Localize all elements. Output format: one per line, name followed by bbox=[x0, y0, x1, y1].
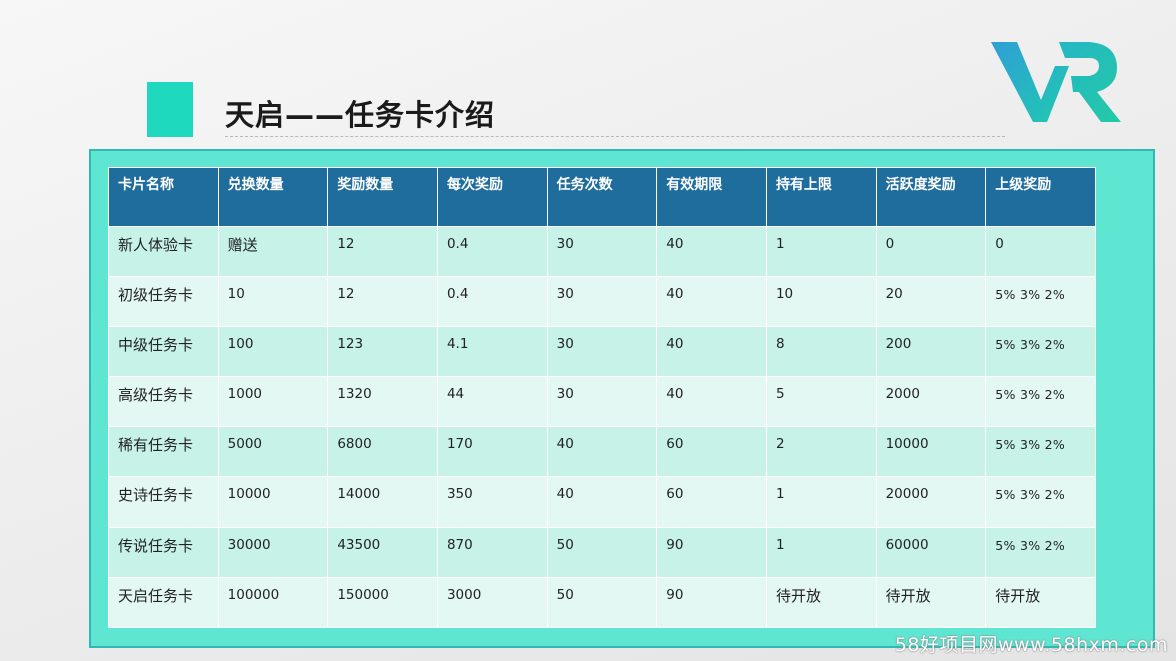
task-count-cell: 40 bbox=[546, 426, 658, 478]
header-hold-limit: 持有上限 bbox=[765, 167, 877, 227]
card-name-cell: 稀有任务卡 bbox=[108, 426, 219, 478]
upline-reward-cell: 5% 3% 2% bbox=[985, 276, 1096, 328]
header-per-reward: 每次奖励 bbox=[436, 167, 548, 227]
reward-qty-cell: 1320 bbox=[327, 376, 438, 428]
upline-reward-cell: 待开放 bbox=[985, 576, 1096, 628]
site-watermark: 58好项目网www.58hxm.com bbox=[894, 634, 1168, 656]
hold-limit-cell: 1 bbox=[765, 476, 877, 528]
upline-reward-cell: 5% 3% 2% bbox=[985, 476, 1096, 528]
exchange-qty-cell: 1000 bbox=[217, 376, 329, 428]
header-card-name: 卡片名称 bbox=[108, 167, 219, 227]
table-row: 新人体验卡 赠送 12 0.4 30 40 1 0 0 bbox=[108, 225, 1096, 278]
task-count-cell: 40 bbox=[546, 476, 658, 528]
vr-logo-icon bbox=[991, 42, 1121, 122]
exchange-qty-cell: 5000 bbox=[217, 426, 329, 478]
exchange-qty-cell: 10 bbox=[217, 276, 329, 328]
hold-limit-cell: 待开放 bbox=[765, 576, 877, 628]
task-card-table: 卡片名称 兑换数量 奖励数量 每次奖励 任务次数 有效期限 持有上限 活跃度奖励… bbox=[108, 167, 1096, 628]
hold-limit-cell: 1 bbox=[765, 225, 877, 278]
validity-cell: 40 bbox=[656, 225, 767, 278]
hold-limit-cell: 8 bbox=[765, 326, 877, 378]
reward-qty-cell: 150000 bbox=[327, 576, 438, 628]
activity-reward-cell: 60000 bbox=[875, 526, 987, 578]
header-activity-reward: 活跃度奖励 bbox=[875, 167, 987, 227]
task-count-cell: 30 bbox=[546, 276, 658, 328]
reward-qty-cell: 14000 bbox=[327, 476, 438, 528]
activity-reward-cell: 0 bbox=[875, 225, 987, 278]
exchange-qty-cell: 10000 bbox=[217, 476, 329, 528]
upline-reward-cell: 5% 3% 2% bbox=[985, 526, 1096, 578]
validity-cell: 60 bbox=[656, 476, 767, 528]
card-name-cell: 高级任务卡 bbox=[108, 376, 219, 428]
activity-reward-cell: 2000 bbox=[875, 376, 987, 428]
header-validity: 有效期限 bbox=[656, 167, 767, 227]
reward-qty-cell: 12 bbox=[327, 276, 438, 328]
table-row: 稀有任务卡 5000 6800 170 40 60 2 10000 5% 3% … bbox=[108, 426, 1096, 478]
card-name-cell: 天启任务卡 bbox=[108, 576, 219, 628]
reward-qty-cell: 123 bbox=[327, 326, 438, 378]
header-task-count: 任务次数 bbox=[546, 167, 658, 227]
per-reward-cell: 0.4 bbox=[436, 225, 548, 278]
upline-reward-cell: 5% 3% 2% bbox=[985, 376, 1096, 428]
per-reward-cell: 44 bbox=[436, 376, 548, 428]
hold-limit-cell: 5 bbox=[765, 376, 877, 428]
title-accent-block bbox=[147, 82, 193, 137]
validity-cell: 90 bbox=[656, 526, 767, 578]
exchange-qty-cell: 100000 bbox=[217, 576, 329, 628]
activity-reward-cell: 10000 bbox=[875, 426, 987, 478]
hold-limit-cell: 10 bbox=[765, 276, 877, 328]
per-reward-cell: 4.1 bbox=[436, 326, 548, 378]
header-reward-qty: 奖励数量 bbox=[327, 167, 438, 227]
activity-reward-cell: 待开放 bbox=[875, 576, 987, 628]
task-count-cell: 50 bbox=[546, 576, 658, 628]
card-name-cell: 中级任务卡 bbox=[108, 326, 219, 378]
per-reward-cell: 870 bbox=[436, 526, 548, 578]
header-exchange-qty: 兑换数量 bbox=[217, 167, 329, 227]
upline-reward-cell: 0 bbox=[985, 225, 1096, 278]
table-row: 传说任务卡 30000 43500 870 50 90 1 60000 5% 3… bbox=[108, 526, 1096, 578]
task-count-cell: 30 bbox=[546, 225, 658, 278]
activity-reward-cell: 20000 bbox=[875, 476, 987, 528]
table-row: 中级任务卡 100 123 4.1 30 40 8 200 5% 3% 2% bbox=[108, 326, 1096, 378]
validity-cell: 90 bbox=[656, 576, 767, 628]
validity-cell: 60 bbox=[656, 426, 767, 478]
per-reward-cell: 3000 bbox=[436, 576, 548, 628]
exchange-qty-cell: 赠送 bbox=[217, 225, 329, 278]
activity-reward-cell: 200 bbox=[875, 326, 987, 378]
reward-qty-cell: 12 bbox=[327, 225, 438, 278]
table-row: 高级任务卡 1000 1320 44 30 40 5 2000 5% 3% 2% bbox=[108, 376, 1096, 428]
table-header-row: 卡片名称 兑换数量 奖励数量 每次奖励 任务次数 有效期限 持有上限 活跃度奖励… bbox=[108, 167, 1096, 227]
reward-qty-cell: 43500 bbox=[327, 526, 438, 578]
per-reward-cell: 0.4 bbox=[436, 276, 548, 328]
card-name-cell: 史诗任务卡 bbox=[108, 476, 219, 528]
task-count-cell: 30 bbox=[546, 376, 658, 428]
upline-reward-cell: 5% 3% 2% bbox=[985, 426, 1096, 478]
per-reward-cell: 350 bbox=[436, 476, 548, 528]
task-count-cell: 50 bbox=[546, 526, 658, 578]
card-name-cell: 初级任务卡 bbox=[108, 276, 219, 328]
upline-reward-cell: 5% 3% 2% bbox=[985, 326, 1096, 378]
validity-cell: 40 bbox=[656, 326, 767, 378]
table-row: 初级任务卡 10 12 0.4 30 40 10 20 5% 3% 2% bbox=[108, 276, 1096, 328]
card-name-cell: 传说任务卡 bbox=[108, 526, 219, 578]
exchange-qty-cell: 30000 bbox=[217, 526, 329, 578]
table-row: 天启任务卡 100000 150000 3000 50 90 待开放 待开放 待… bbox=[108, 576, 1096, 628]
card-name-cell: 新人体验卡 bbox=[108, 225, 219, 278]
header-upline-reward: 上级奖励 bbox=[985, 167, 1096, 227]
slide-title: 天启——任务卡介绍 bbox=[225, 98, 496, 132]
validity-cell: 40 bbox=[656, 276, 767, 328]
table-row: 史诗任务卡 10000 14000 350 40 60 1 20000 5% 3… bbox=[108, 476, 1096, 528]
reward-qty-cell: 6800 bbox=[327, 426, 438, 478]
exchange-qty-cell: 100 bbox=[217, 326, 329, 378]
hold-limit-cell: 1 bbox=[765, 526, 877, 578]
title-divider bbox=[225, 136, 1005, 137]
hold-limit-cell: 2 bbox=[765, 426, 877, 478]
per-reward-cell: 170 bbox=[436, 426, 548, 478]
activity-reward-cell: 20 bbox=[875, 276, 987, 328]
validity-cell: 40 bbox=[656, 376, 767, 428]
task-count-cell: 30 bbox=[546, 326, 658, 378]
